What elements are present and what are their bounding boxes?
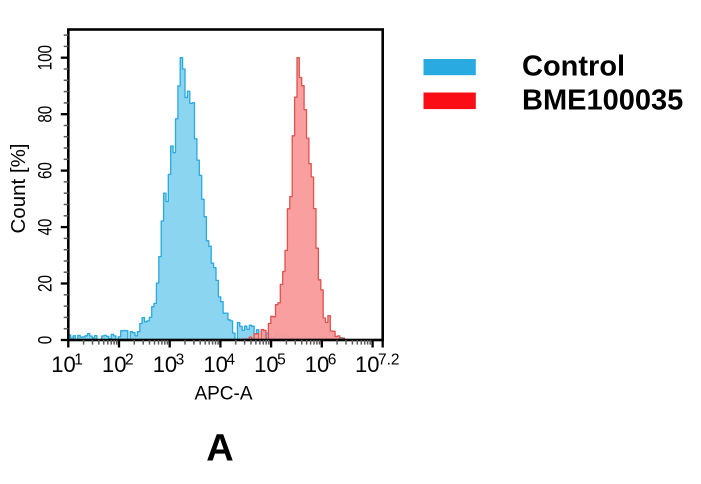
svg-text:BME100035: BME100035 [522,84,683,116]
svg-text:APC-A: APC-A [194,384,252,405]
svg-text:Control: Control [522,51,625,83]
svg-text:100: 100 [34,45,56,71]
svg-text:0: 0 [34,336,56,345]
svg-text:106: 106 [305,352,337,378]
svg-text:40: 40 [34,218,56,235]
svg-text:Count [%]: Count [%] [7,143,30,233]
svg-text:80: 80 [34,106,56,123]
svg-text:60: 60 [34,162,56,179]
svg-text:107.2: 107.2 [355,352,400,378]
svg-text:A: A [206,428,233,470]
svg-text:20: 20 [34,275,56,292]
